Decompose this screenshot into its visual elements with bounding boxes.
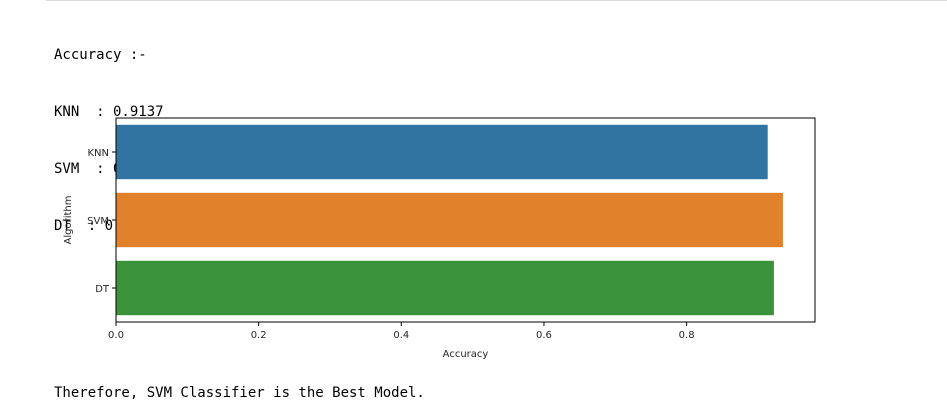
- x-tick-label: 0.6: [536, 330, 552, 341]
- x-tick-label: 0.8: [679, 330, 695, 341]
- y-tick-label-knn: KNN: [87, 148, 109, 159]
- x-tick-label: 0.0: [108, 330, 124, 341]
- y-tick-label-svm: SVM: [87, 216, 109, 227]
- bar-dt: [116, 260, 774, 316]
- y-axis-label: Algorithm: [63, 196, 74, 245]
- conclusion-text: Therefore, SVM Classifier is the Best Mo…: [54, 385, 425, 401]
- y-tick-label-dt: DT: [95, 284, 110, 295]
- bar-knn: [116, 124, 768, 180]
- bar-svm: [116, 192, 783, 248]
- cell-divider: [46, 0, 947, 1]
- x-tick-label: 0.2: [251, 330, 267, 341]
- x-tick-label: 0.4: [393, 330, 409, 341]
- output-line-accuracy-header: Accuracy :-: [54, 47, 147, 63]
- output-line-knn: KNN : 0.9137: [54, 104, 164, 120]
- x-axis-label: Accuracy: [443, 349, 489, 360]
